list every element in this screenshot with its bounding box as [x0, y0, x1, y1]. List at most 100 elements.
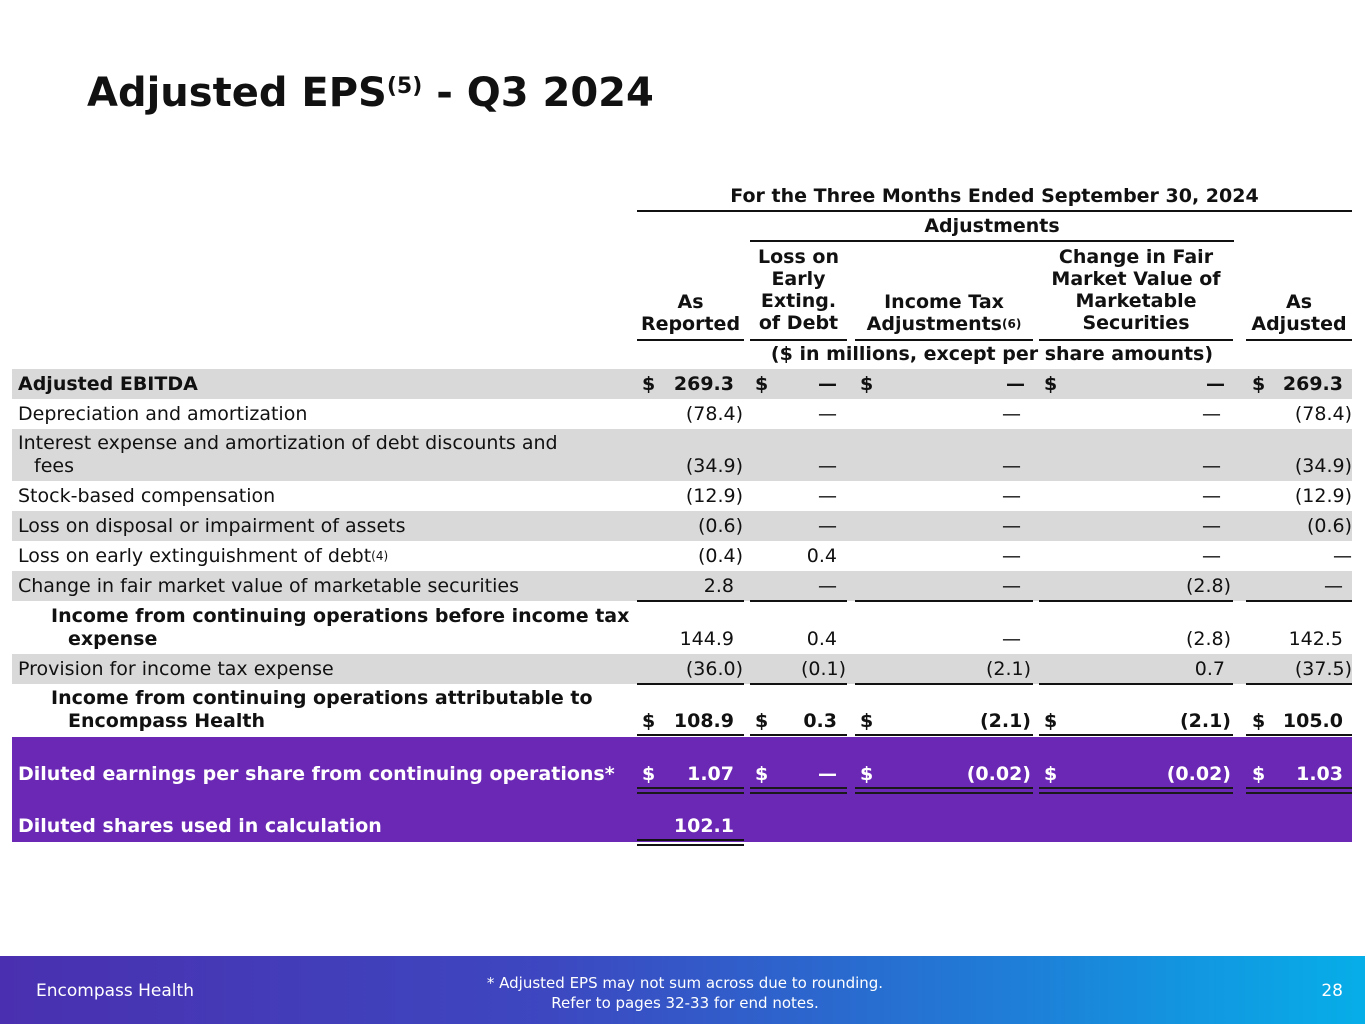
cell-income-tax: — [1002, 485, 1021, 507]
cell-as-reported: 1.07 [687, 763, 734, 785]
col-rule-4 [1246, 339, 1352, 341]
subtotal-rule [750, 683, 847, 685]
cell-loss-on-debt: 0.3 [803, 710, 837, 732]
currency-symbol: $ [642, 763, 656, 785]
table-row: Change in fair market value of marketabl… [12, 571, 1352, 601]
cell-as-adjusted: (78.4) [1294, 403, 1352, 425]
eps-double-rule [1246, 787, 1352, 794]
adjustments-header: Adjustments [924, 215, 1060, 237]
cell-as-reported: (12.9) [685, 485, 743, 507]
cell-fair-market: (2.8) [1185, 628, 1231, 650]
col-rule-1 [750, 339, 847, 341]
cell-fair-market: — [1202, 455, 1221, 477]
row-label: Diluted earnings per share from continui… [18, 763, 615, 785]
currency-symbol: $ [1252, 763, 1266, 785]
row-label: Diluted shares used in calculation [18, 815, 382, 837]
cell-loss-on-debt: — [818, 763, 837, 785]
cell-fair-market: (0.02) [1166, 763, 1231, 785]
subtotal-rule [855, 683, 1033, 685]
eps-double-rule [637, 787, 744, 794]
subtotal-rule [750, 600, 847, 602]
cell-as-adjusted: (37.5) [1294, 658, 1352, 680]
row-label: Loss on disposal or impairment of assets [18, 515, 406, 537]
eps-double-rule [750, 787, 847, 794]
cell-income-tax: (0.02) [966, 763, 1031, 785]
col-rule-3 [1039, 339, 1233, 341]
cell-loss-on-debt: — [818, 373, 837, 395]
cell-loss-on-debt: — [818, 515, 837, 537]
col-rule-2 [855, 339, 1033, 341]
row-label-continued: Encompass Health [68, 710, 266, 732]
title-superscript: (5) [386, 74, 423, 99]
subtotal-rule [637, 600, 744, 602]
footer-note: * Adjusted EPS may not sum across due to… [486, 974, 884, 1012]
currency-symbol: $ [755, 763, 769, 785]
eps-double-rule [855, 787, 1033, 794]
row-label: Provision for income tax expense [18, 658, 334, 680]
row-label: Change in fair market value of marketabl… [18, 575, 519, 597]
col-header-as-adjusted: As Adjusted [1251, 291, 1347, 335]
footer-brand: Encompass Health [36, 981, 194, 1001]
col-rule-0 [637, 339, 744, 341]
currency-symbol: $ [642, 710, 656, 732]
subtotal-rule [1039, 683, 1233, 685]
cell-diluted-shares: 102.1 [673, 815, 734, 837]
table-row: Stock-based compensation [12, 481, 1352, 511]
cell-fair-market: — [1202, 485, 1221, 507]
cell-as-adjusted: 105.0 [1282, 710, 1343, 732]
cell-as-adjusted: (12.9) [1294, 485, 1352, 507]
row-label: Depreciation and amortization [18, 403, 308, 425]
cell-income-tax: — [1002, 515, 1021, 537]
table-row: Loss on disposal or impairment of assets [12, 511, 1352, 541]
cell-fair-market: (2.8) [1185, 575, 1231, 597]
table-row: Income from continuing operations attrib… [12, 686, 1352, 736]
row-label: Income from continuing operations before… [51, 605, 630, 627]
cell-fair-market: 0.7 [1194, 658, 1225, 680]
cell-income-tax: — [1002, 545, 1021, 567]
table-row: Loss on early extinguishment of debt(4) [12, 541, 1352, 571]
currency-symbol: $ [755, 710, 769, 732]
row-label: Stock-based compensation [18, 485, 276, 507]
currency-symbol: $ [755, 373, 769, 395]
cell-fair-market: — [1206, 373, 1225, 395]
subtotal-rule [855, 600, 1033, 602]
col-header-income-tax: Income Tax Adjustments(6) [866, 291, 1022, 335]
cell-as-reported: 144.9 [679, 628, 734, 650]
cell-fair-market: — [1202, 545, 1221, 567]
cell-as-adjusted: — [1333, 545, 1352, 567]
currency-symbol: $ [860, 710, 874, 732]
currency-symbol: $ [1044, 710, 1058, 732]
cell-as-reported: 269.3 [673, 373, 734, 395]
subtotal-rule [1246, 600, 1352, 602]
shares-double-rule [637, 839, 744, 846]
cell-as-reported: 108.9 [673, 710, 734, 732]
cell-loss-on-debt: 0.4 [806, 545, 837, 567]
row-label: Adjusted EBITDA [18, 373, 198, 395]
cell-as-reported: (34.9) [685, 455, 743, 477]
currency-symbol: $ [1044, 373, 1058, 395]
cell-as-adjusted: (34.9) [1294, 455, 1352, 477]
table-row: Adjusted EBITDA [12, 369, 1352, 399]
row-label: Income from continuing operations attrib… [51, 687, 593, 709]
currency-symbol: $ [1252, 373, 1266, 395]
cell-income-tax: — [1006, 373, 1025, 395]
row-label-continued: expense [68, 628, 158, 650]
row-label: Interest expense and amortization of deb… [18, 432, 558, 454]
cell-income-tax: (2.1) [979, 710, 1031, 732]
table-row: Income from continuing operations before… [12, 603, 1352, 654]
cell-as-reported: 2.8 [703, 575, 734, 597]
page-title: Adjusted EPS(5) - Q3 2024 [87, 70, 654, 116]
row-label-continued: fees [34, 455, 74, 477]
cell-loss-on-debt: — [818, 485, 837, 507]
currency-symbol: $ [860, 373, 874, 395]
cell-as-adjusted: (0.6) [1306, 515, 1352, 537]
table-row: Interest expense and amortization of deb… [12, 429, 1352, 481]
cell-income-tax: — [1002, 455, 1021, 477]
col-header-as-reported: As Reported [640, 291, 741, 335]
cell-income-tax: — [1002, 403, 1021, 425]
cell-as-reported: (36.0) [685, 658, 743, 680]
subtotal-rule [637, 683, 744, 685]
cell-as-adjusted: 142.5 [1288, 628, 1343, 650]
cell-as-adjusted: 269.3 [1282, 373, 1343, 395]
footnote-ref: (4) [371, 549, 389, 563]
